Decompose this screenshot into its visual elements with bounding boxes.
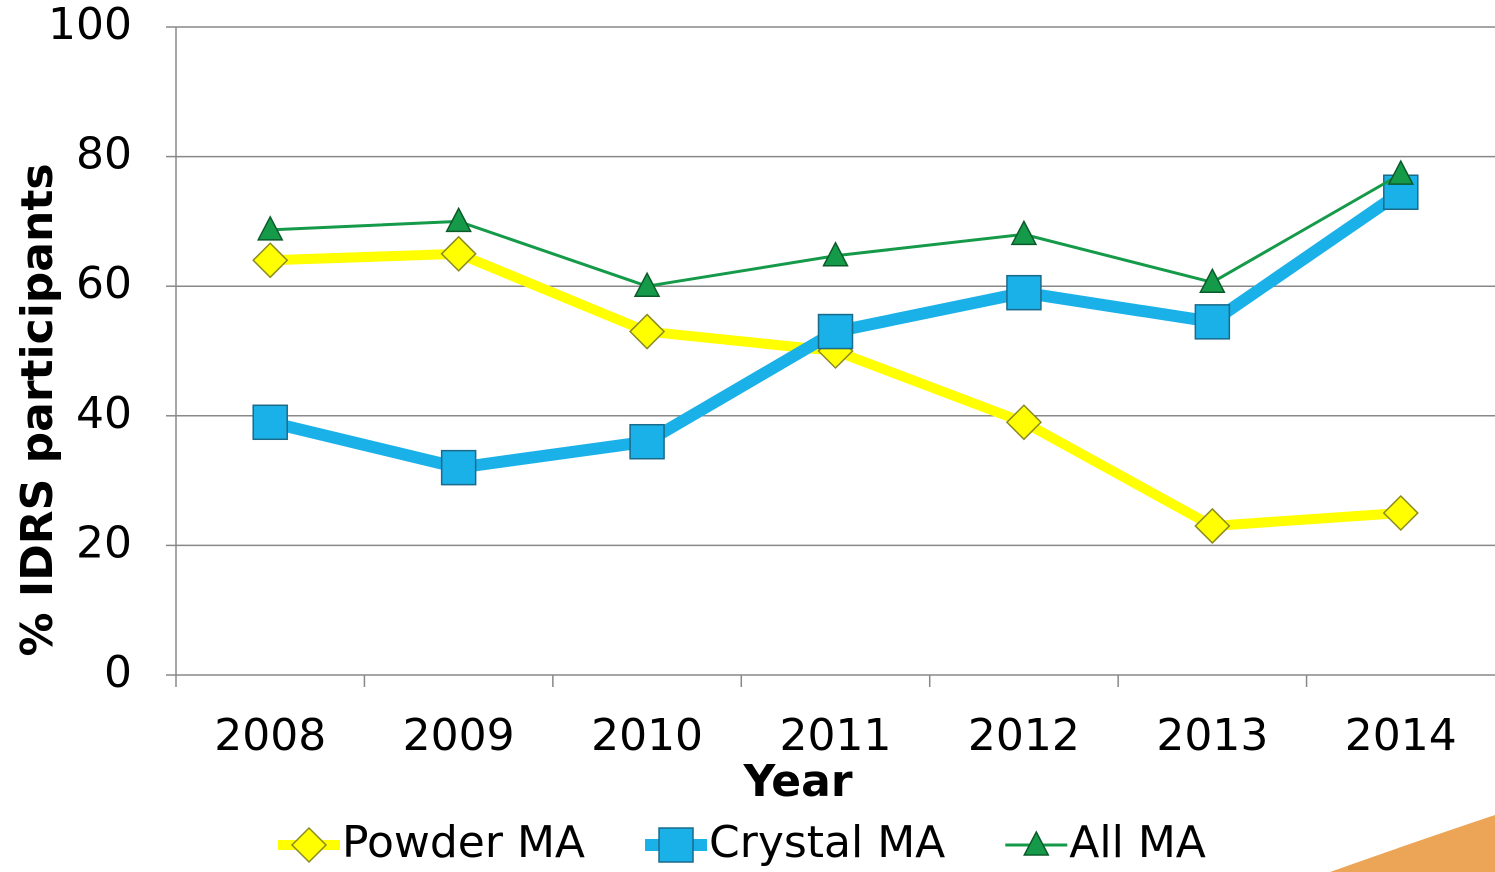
decoration	[1330, 815, 1495, 872]
page: % IDRS participants Year 0 20 40 60 80 100 200…	[0, 0, 1495, 872]
y-axis-title: % IDRS participants	[12, 163, 63, 656]
y-tick-label: 0	[104, 647, 132, 698]
data-point	[253, 243, 287, 277]
x-tick-label: 2009	[403, 710, 515, 761]
data-point	[1389, 161, 1413, 184]
y-tick-label: 100	[48, 0, 132, 50]
y-tick-label: 20	[76, 517, 132, 568]
x-tick-label: 2014	[1345, 710, 1457, 761]
data-point	[1384, 496, 1418, 530]
data-point	[1195, 305, 1229, 339]
legend-marker	[292, 828, 326, 862]
data-point	[819, 315, 853, 349]
legend-marker	[659, 828, 693, 862]
x-axis-title: Year	[742, 756, 852, 807]
data-point	[630, 425, 664, 459]
y-tick-label: 40	[76, 388, 132, 439]
data-point	[253, 405, 287, 439]
data-point	[442, 451, 476, 485]
series-line	[270, 254, 1401, 526]
x-tick-label: 2010	[591, 710, 703, 761]
data-point	[447, 208, 471, 231]
x-tick-label: 2008	[214, 710, 326, 761]
x-tick-label: 2011	[780, 710, 892, 761]
legend-label: All MA	[1069, 817, 1206, 868]
x-tick-label: 2013	[1156, 710, 1268, 761]
chart: % IDRS participants Year 0 20 40 60 80 100 200…	[0, 0, 1495, 872]
y-tick-label: 60	[76, 258, 132, 309]
data-point	[1007, 276, 1041, 310]
data-point	[1012, 221, 1036, 244]
y-tick-label: 80	[76, 129, 132, 180]
x-tick-label: 2012	[968, 710, 1080, 761]
data-point	[442, 237, 476, 271]
series-line	[270, 174, 1401, 286]
legend-label: Crystal MA	[709, 817, 945, 868]
data-point	[630, 315, 664, 349]
legend-label: Powder MA	[342, 817, 585, 868]
